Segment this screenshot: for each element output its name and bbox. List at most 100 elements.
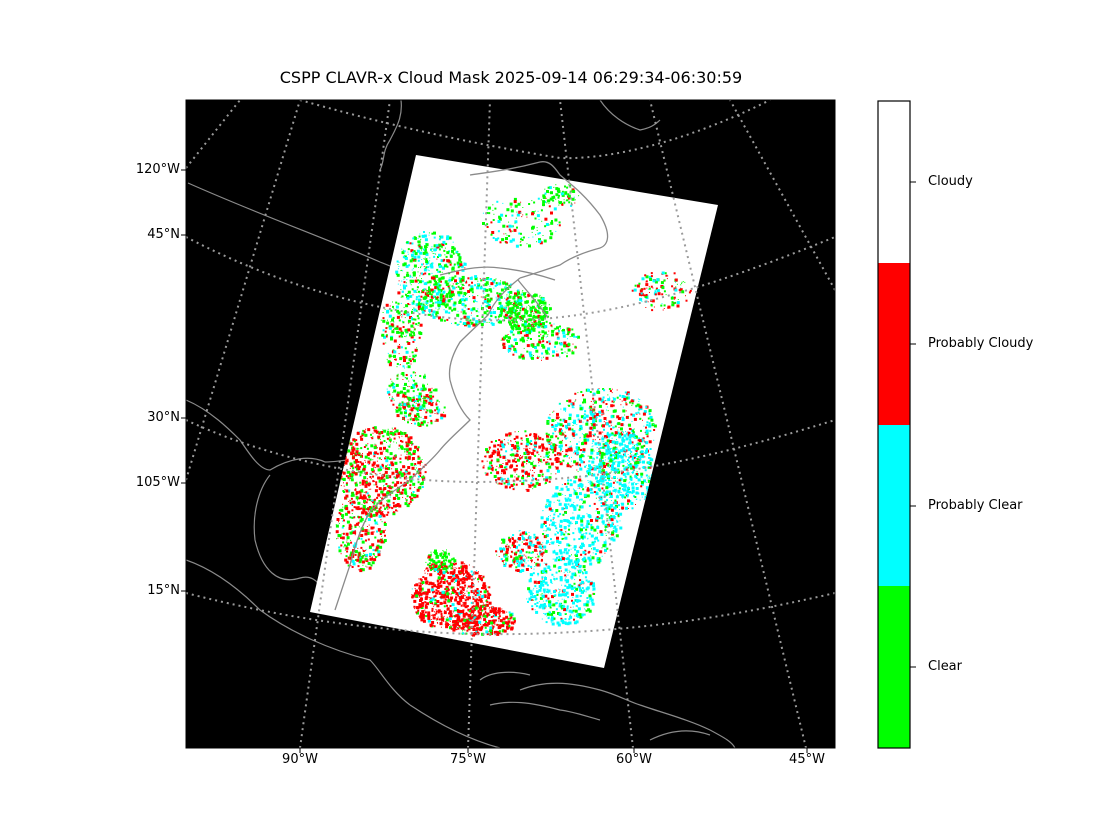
cloud-mask-pixel [402,314,403,316]
cloud-mask-pixel [431,248,433,250]
cloud-mask-pixel [352,516,354,518]
cloud-mask-pixel [500,307,504,311]
cloud-mask-pixel [536,295,538,297]
cloud-mask-pixel [510,332,512,334]
cloud-mask-pixel [579,538,581,540]
cloud-mask-pixel [674,298,676,300]
cloud-mask-pixel [488,318,491,321]
cloud-mask-pixel [619,512,623,516]
cloud-mask-pixel [357,555,361,559]
cloud-mask-pixel [549,436,552,439]
cloud-mask-pixel [484,298,487,301]
cloud-mask-pixel [435,274,439,278]
cloud-mask-pixel [507,306,509,308]
cloud-mask-pixel [554,424,558,427]
cloud-mask-pixel [615,530,618,533]
cloud-mask-pixel [385,483,388,485]
cloud-mask-pixel [559,403,561,405]
cloud-mask-pixel [361,432,365,436]
cloud-mask-pixel [405,473,407,475]
cloud-mask-pixel [589,473,592,476]
cloud-mask-pixel [633,428,635,430]
cloud-mask-pixel [650,275,653,278]
cloud-mask-pixel [594,400,597,404]
cloud-mask-pixel [493,213,495,215]
cloud-mask-pixel [606,431,609,434]
cloud-mask-pixel [366,492,369,495]
cloud-mask-pixel [507,300,511,304]
cloud-mask-pixel [606,482,608,484]
cloud-mask-pixel [626,472,630,476]
cloud-mask-pixel [514,220,518,224]
cloud-mask-pixel [359,535,360,537]
cloud-mask-pixel [621,433,624,436]
cloud-mask-pixel [617,464,620,468]
cloud-mask-pixel [609,494,611,496]
cloud-mask-pixel [517,293,520,296]
cloud-mask-pixel [423,301,425,303]
cloud-mask-pixel [588,504,591,507]
cloud-mask-pixel [516,447,519,450]
cloud-mask-pixel [495,450,497,452]
cloud-mask-pixel [514,454,517,457]
cloud-mask-pixel [443,414,447,418]
cloud-mask-pixel [568,522,570,524]
cloud-mask-pixel [420,238,422,240]
cloud-mask-pixel [461,302,465,306]
cloud-mask-pixel [449,254,453,258]
cloud-mask-pixel [529,469,531,471]
cloud-mask-pixel [421,459,423,460]
cloud-mask-pixel [536,214,540,218]
cloud-mask-pixel [405,444,409,448]
cloud-mask-pixel [375,546,379,550]
cloud-mask-pixel [509,453,512,456]
cloud-mask-pixel [646,435,649,438]
cloud-mask-pixel [548,186,551,189]
cloud-mask-pixel [561,330,563,332]
cloud-mask-pixel [591,460,595,464]
cloud-mask-pixel [445,303,449,307]
cloud-mask-pixel [648,424,651,427]
cloud-mask-pixel [483,311,487,315]
cloud-mask-pixel [406,362,409,365]
cloud-mask-pixel [481,278,483,280]
cloud-mask-pixel [567,343,571,347]
cloud-mask-pixel [635,412,638,415]
cloud-mask-pixel [621,494,625,498]
cloud-mask-pixel [398,504,402,508]
cloud-mask-pixel [590,401,592,402]
cloud-mask-pixel [627,494,629,496]
cloud-mask-pixel [495,282,498,285]
cloud-mask-pixel [432,402,434,404]
cloud-mask-pixel [506,208,510,212]
cloud-mask-pixel [575,446,579,450]
cloud-mask-pixel [502,342,506,346]
cloud-mask-pixel [416,277,417,279]
cloud-mask-pixel [571,328,574,331]
cloud-mask-pixel [365,555,367,557]
cloud-mask-pixel [580,420,582,422]
cloud-mask-pixel [513,302,516,305]
cloud-mask-pixel [520,232,522,235]
cloud-mask-pixel [538,240,542,243]
cloud-mask-pixel [487,284,489,286]
cloud-mask-pixel [485,295,487,296]
cloud-mask-pixel [504,286,507,289]
cloud-mask-pixel [539,323,542,326]
cloud-mask-pixel [536,229,538,231]
cloud-mask-pixel [483,292,485,294]
cloud-mask-pixel [661,286,665,290]
cloud-mask-pixel [570,429,572,431]
cloud-mask-pixel [422,476,425,479]
cloud-mask-pixel [497,444,500,447]
cloud-mask-pixel [549,543,551,545]
cloud-mask-pixel [451,262,453,264]
cloud-mask-pixel [573,196,575,198]
cloud-mask-pixel [619,477,623,481]
cloud-mask-pixel [386,358,388,360]
cloud-mask-pixel [513,457,515,459]
cloud-mask-pixel [348,471,351,474]
cloud-mask-pixel [497,220,501,223]
cloud-mask-pixel [489,311,493,315]
cloud-mask-pixel [448,280,449,282]
